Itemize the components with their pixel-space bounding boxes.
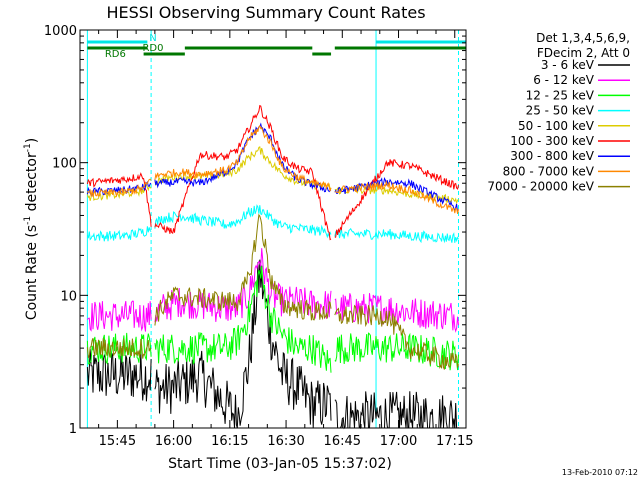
x-tick-label: 17:00	[380, 434, 417, 449]
series-line	[86, 248, 459, 333]
status-bar-label: RD0	[142, 43, 163, 54]
x-axis-label: Start Time (03-Jan-05 15:37:02)	[168, 456, 392, 472]
legend-label: 7000 - 20000 keV	[487, 180, 594, 194]
y-tick-label: 100	[52, 157, 77, 172]
legend-label: 100 - 300 keV	[510, 134, 594, 148]
y-axis-label-part: Count Rate (s	[24, 225, 40, 320]
series-line	[86, 104, 459, 241]
legend-label: 12 - 25 keV	[526, 88, 595, 102]
status-bar-label: RD6	[105, 49, 126, 60]
series-line	[86, 213, 459, 370]
legend-label: 6 - 12 keV	[533, 73, 595, 87]
timestamp: 13-Feb-2010 07:12	[562, 468, 638, 477]
chart-title: HESSI Observing Summary Count Rates	[106, 3, 425, 22]
x-tick-label: 16:00	[155, 434, 192, 449]
status-bar-label: N	[149, 33, 156, 44]
series-line	[86, 146, 459, 205]
legend-header-line: FDecim 2, Att 0	[537, 46, 630, 60]
x-tick-label: 16:30	[267, 434, 304, 449]
series-line	[86, 124, 459, 214]
y-axis-label-part: )	[24, 138, 40, 143]
y-tick-label: 1	[69, 422, 77, 437]
y-axis-label-part: detector	[24, 152, 40, 216]
legend-label: 300 - 800 keV	[510, 149, 594, 163]
y-axis-label-exponent: -1	[23, 143, 33, 152]
series-line	[86, 204, 459, 244]
y-tick-label: 10	[60, 289, 77, 304]
x-tick-label: 17:15	[436, 434, 473, 449]
x-tick-label: 15:45	[99, 434, 136, 449]
plot-frame	[79, 29, 467, 429]
legend-header-line: Det 1,3,4,5,6,9,	[536, 31, 630, 45]
y-axis-label-exponent: -1	[23, 216, 33, 225]
legend-label: 25 - 50 keV	[526, 104, 595, 118]
x-axis: 15:45 16:00 16:15 16:30 16:45 17:00 17:15	[98, 30, 473, 449]
legend: Det 1,3,4,5,6,9, FDecim 2, Att 0 3 - 6 k…	[487, 31, 630, 194]
y-tick-label: 1000	[44, 24, 77, 39]
legend-label: 50 - 100 keV	[518, 119, 595, 133]
x-tick-label: 16:15	[211, 434, 248, 449]
y-axis: 1 10 100 1000	[44, 24, 466, 437]
legend-label: 800 - 7000 keV	[503, 164, 595, 178]
x-tick-label: 16:45	[324, 434, 361, 449]
y-axis-label: Count Rate (s-1 detector-1)	[23, 138, 40, 320]
legend-label: 3 - 6 keV	[541, 58, 595, 72]
